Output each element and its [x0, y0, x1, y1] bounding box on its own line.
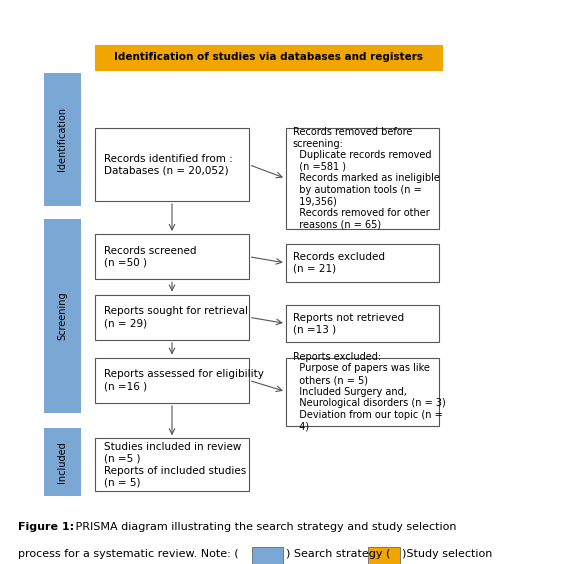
FancyBboxPatch shape	[95, 234, 249, 279]
Text: )Study selection: )Study selection	[402, 549, 493, 559]
Text: Records screened
(n =50 ): Records screened (n =50 )	[104, 246, 196, 267]
Text: Reports assessed for eligibility
(n =16 ): Reports assessed for eligibility (n =16 …	[104, 369, 264, 391]
Text: Included: Included	[57, 442, 67, 483]
Text: ) Search strategy (: ) Search strategy (	[286, 549, 390, 559]
Text: PRISMA diagram illustrating the search strategy and study selection: PRISMA diagram illustrating the search s…	[72, 522, 457, 531]
Text: process for a systematic review. Note: (: process for a systematic review. Note: (	[18, 549, 239, 559]
FancyBboxPatch shape	[286, 128, 440, 229]
Text: Reports sought for retrieval
(n = 29): Reports sought for retrieval (n = 29)	[104, 306, 248, 328]
Text: Screening: Screening	[57, 292, 67, 340]
FancyBboxPatch shape	[95, 128, 249, 201]
FancyBboxPatch shape	[368, 547, 399, 564]
FancyBboxPatch shape	[286, 305, 440, 342]
FancyBboxPatch shape	[95, 438, 249, 491]
Text: Records identified from :
Databases (n = 20,052): Records identified from : Databases (n =…	[104, 154, 233, 175]
Text: Reports excluded:
  Purpose of papers was like
  others (n = 5)
  Included Surge: Reports excluded: Purpose of papers was …	[293, 352, 445, 431]
FancyBboxPatch shape	[95, 294, 249, 340]
FancyBboxPatch shape	[44, 73, 81, 206]
Text: Records excluded
(n = 21): Records excluded (n = 21)	[293, 252, 385, 274]
Text: Identification: Identification	[57, 107, 67, 171]
FancyBboxPatch shape	[286, 358, 440, 426]
Text: Figure 1:: Figure 1:	[18, 522, 75, 531]
FancyBboxPatch shape	[44, 219, 81, 413]
Text: Identification of studies via databases and registers: Identification of studies via databases …	[114, 52, 423, 63]
Text: Reports not retrieved
(n =13 ): Reports not retrieved (n =13 )	[293, 312, 404, 334]
FancyBboxPatch shape	[95, 45, 442, 70]
Text: Records removed before
screening:
  Duplicate records removed
  (n =581 )
  Reco: Records removed before screening: Duplic…	[293, 127, 440, 230]
FancyBboxPatch shape	[286, 244, 440, 282]
Text: Studies included in review
(n =5 )
Reports of included studies
(n = 5): Studies included in review (n =5 ) Repor…	[104, 442, 246, 487]
FancyBboxPatch shape	[95, 358, 249, 403]
FancyBboxPatch shape	[252, 547, 283, 564]
FancyBboxPatch shape	[44, 428, 81, 496]
